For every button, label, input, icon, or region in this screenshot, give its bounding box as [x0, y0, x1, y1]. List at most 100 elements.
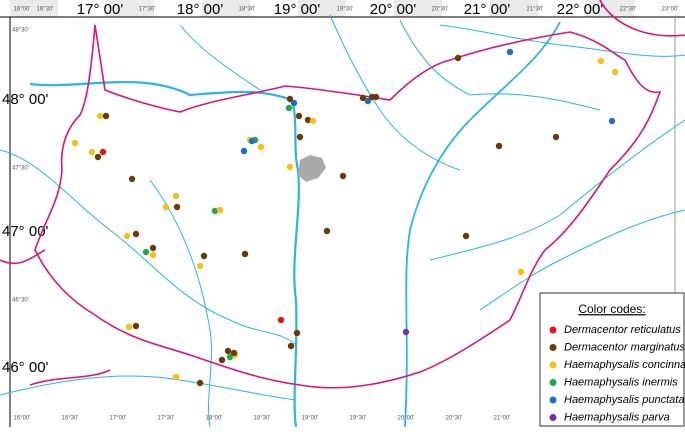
river: [329, 14, 461, 171]
observation-point: [230, 349, 238, 357]
legend-swatch: [549, 414, 557, 421]
observation-point: [88, 148, 96, 156]
legend-swatch: [549, 344, 557, 351]
border: [0, 249, 46, 265]
observation-point: [552, 133, 560, 141]
longitude-minor-label: 23°00': [662, 7, 679, 13]
observation-point: [149, 251, 157, 259]
latitude-minor-label: 48°30': [12, 28, 29, 34]
country-border: [34, 24, 662, 389]
longitude-minor-label: 17°00': [110, 416, 127, 422]
frame-segment: [10, 0, 58, 17]
legend-label: Haemaphysalis punctata: [564, 394, 684, 406]
observation-point: [257, 143, 265, 151]
observation-point: [102, 112, 110, 120]
river: [149, 179, 212, 428]
observation-point: [597, 57, 605, 65]
observation-point: [277, 316, 285, 324]
observation-point: [339, 172, 347, 180]
river: [0, 375, 297, 401]
longitude-minor-label: 21°00': [494, 416, 511, 422]
legend-box: [539, 292, 685, 427]
longitude-label: 17° 00': [77, 1, 124, 18]
observation-point: [241, 250, 249, 258]
observation-point: [295, 112, 303, 120]
frame-segment: [346, 0, 394, 17]
longitude-label: 22° 00': [557, 1, 604, 18]
latitude-label: 47° 00': [2, 223, 49, 240]
observation-point: [132, 230, 140, 238]
frame-segment: [106, 0, 154, 17]
frame-segment: [250, 0, 298, 17]
latitude-minor-label: 47°30': [12, 166, 29, 172]
legend: Color codes: Dermacentor reticulatus Derm…: [539, 292, 685, 427]
observation-point: [142, 248, 150, 256]
observation-point: [172, 373, 180, 381]
observation-point: [304, 116, 312, 124]
observation-point: [462, 232, 470, 240]
observation-point: [96, 112, 104, 120]
latitude-label: 48° 00': [2, 91, 49, 108]
observation-point: [608, 117, 616, 125]
longitude-minor-label: 16°30': [62, 416, 79, 422]
legend-label: Haemaphysalis inermis: [564, 376, 678, 388]
longitude-minor-label: 17°30': [158, 416, 175, 422]
observations: [71, 48, 619, 387]
observation-point: [293, 329, 301, 337]
observation-point: [149, 244, 157, 252]
observation-point: [359, 94, 367, 102]
observation-point: [99, 148, 107, 156]
longitude-minor-label: 19°00': [302, 416, 319, 422]
observation-point: [309, 117, 317, 125]
river: [429, 119, 685, 261]
observation-point: [216, 206, 224, 214]
observation-point: [287, 342, 295, 350]
longitude-minor-label: 19°30': [350, 416, 367, 422]
frame-segment: [202, 0, 250, 17]
observation-point: [517, 268, 525, 276]
river: [479, 209, 685, 311]
observation-point: [128, 175, 136, 183]
longitude-minor-label: 20°30': [446, 416, 463, 422]
river: [399, 19, 601, 111]
longitude-minor-label: 18°30': [239, 7, 256, 13]
latitude-label: 46° 00': [2, 359, 49, 376]
observation-point: [506, 48, 514, 56]
tisza: [404, 21, 561, 428]
rivers: [0, 14, 685, 428]
legend-swatch: [549, 396, 557, 404]
legend-label: Haemaphysalis concinna: [564, 359, 685, 371]
observation-point: [240, 147, 248, 155]
legend-title: Color codes:: [578, 302, 645, 316]
border: [599, 0, 685, 37]
observation-point: [173, 203, 181, 211]
observation-point: [372, 93, 380, 101]
observation-point: [123, 232, 131, 240]
observation-point: [495, 142, 503, 150]
frame-segment: [538, 0, 586, 17]
latitude-minor-label: 46°30': [12, 298, 29, 304]
legend-label: Dermacentor reticulatus: [564, 324, 681, 336]
longitude-label: 20° 00': [370, 1, 417, 18]
frame-segment: [154, 0, 202, 17]
border: [29, 369, 111, 386]
observation-point: [286, 95, 294, 103]
frame-segment: [394, 0, 442, 17]
borders: [0, 0, 685, 389]
observation-point: [611, 68, 619, 76]
observation-point: [296, 133, 304, 141]
longitude-minor-label: 20°30': [432, 7, 449, 13]
observation-point: [71, 139, 79, 147]
observation-point: [196, 379, 204, 387]
legend-swatch: [549, 326, 557, 334]
river: [179, 24, 261, 91]
observation-point: [172, 192, 180, 200]
longitude-minor-label: 16°00': [14, 416, 31, 422]
legend-label: Haemaphysalis parva: [564, 411, 670, 423]
longitude-minor-label: 18°30': [254, 416, 271, 422]
longitude-label: 18° 00': [177, 1, 224, 18]
frame-segment: [442, 0, 490, 17]
